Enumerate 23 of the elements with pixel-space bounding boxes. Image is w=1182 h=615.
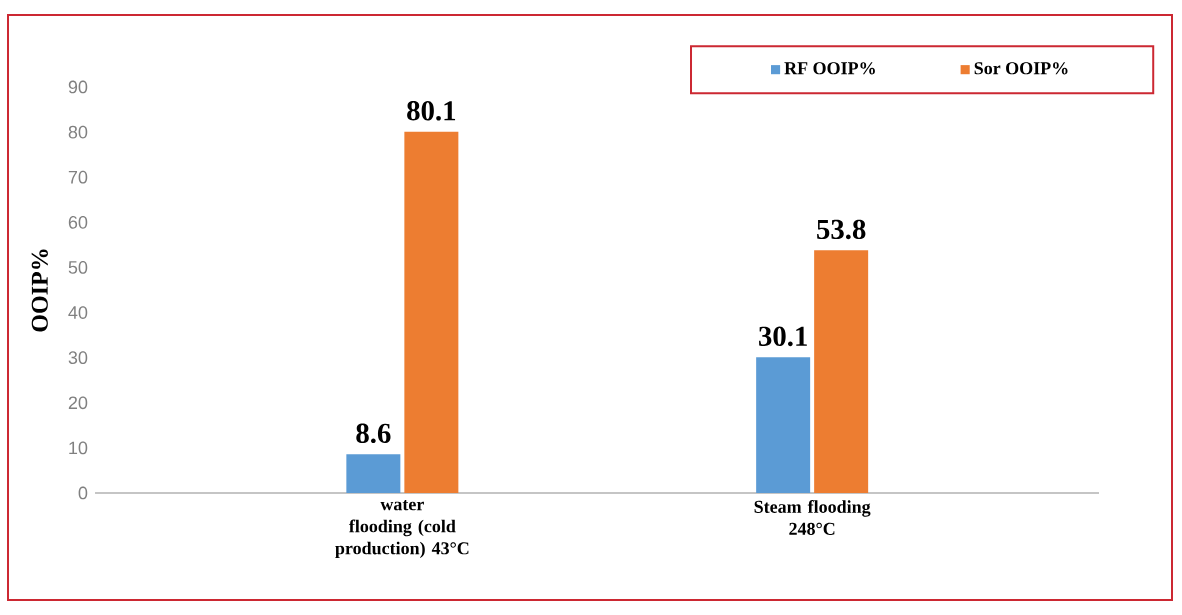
y-tick-label: 0: [78, 486, 88, 500]
y-tick-label: 40: [68, 306, 88, 319]
bar: [814, 250, 869, 493]
data-label: 53.8: [817, 219, 866, 240]
x-tick-label: water flooding (cold production) 43°C: [335, 500, 469, 559]
bar: [404, 131, 459, 493]
data-label: 80.1: [407, 101, 456, 121]
x-tick-label: Steam flooding 248°C: [754, 500, 871, 535]
y-tick-label: 20: [68, 396, 88, 410]
legend-label: RF OOIP%: [784, 62, 875, 75]
y-axis-title: OOIP%: [31, 249, 48, 332]
data-label: 30.1: [759, 326, 807, 347]
legend-label: Sor OOIP%: [974, 62, 1068, 75]
bar: [346, 454, 401, 493]
y-tick-label: 10: [69, 441, 88, 455]
y-tick-label: 50: [68, 261, 88, 274]
bar: [756, 357, 811, 493]
y-tick-label: 30: [68, 351, 88, 365]
y-tick-label: 60: [68, 215, 88, 229]
y-tick-label: 90: [68, 80, 88, 94]
data-label: 8.6: [356, 423, 391, 444]
y-tick-label: 70: [68, 170, 88, 184]
y-tick-label: 80: [68, 125, 88, 139]
